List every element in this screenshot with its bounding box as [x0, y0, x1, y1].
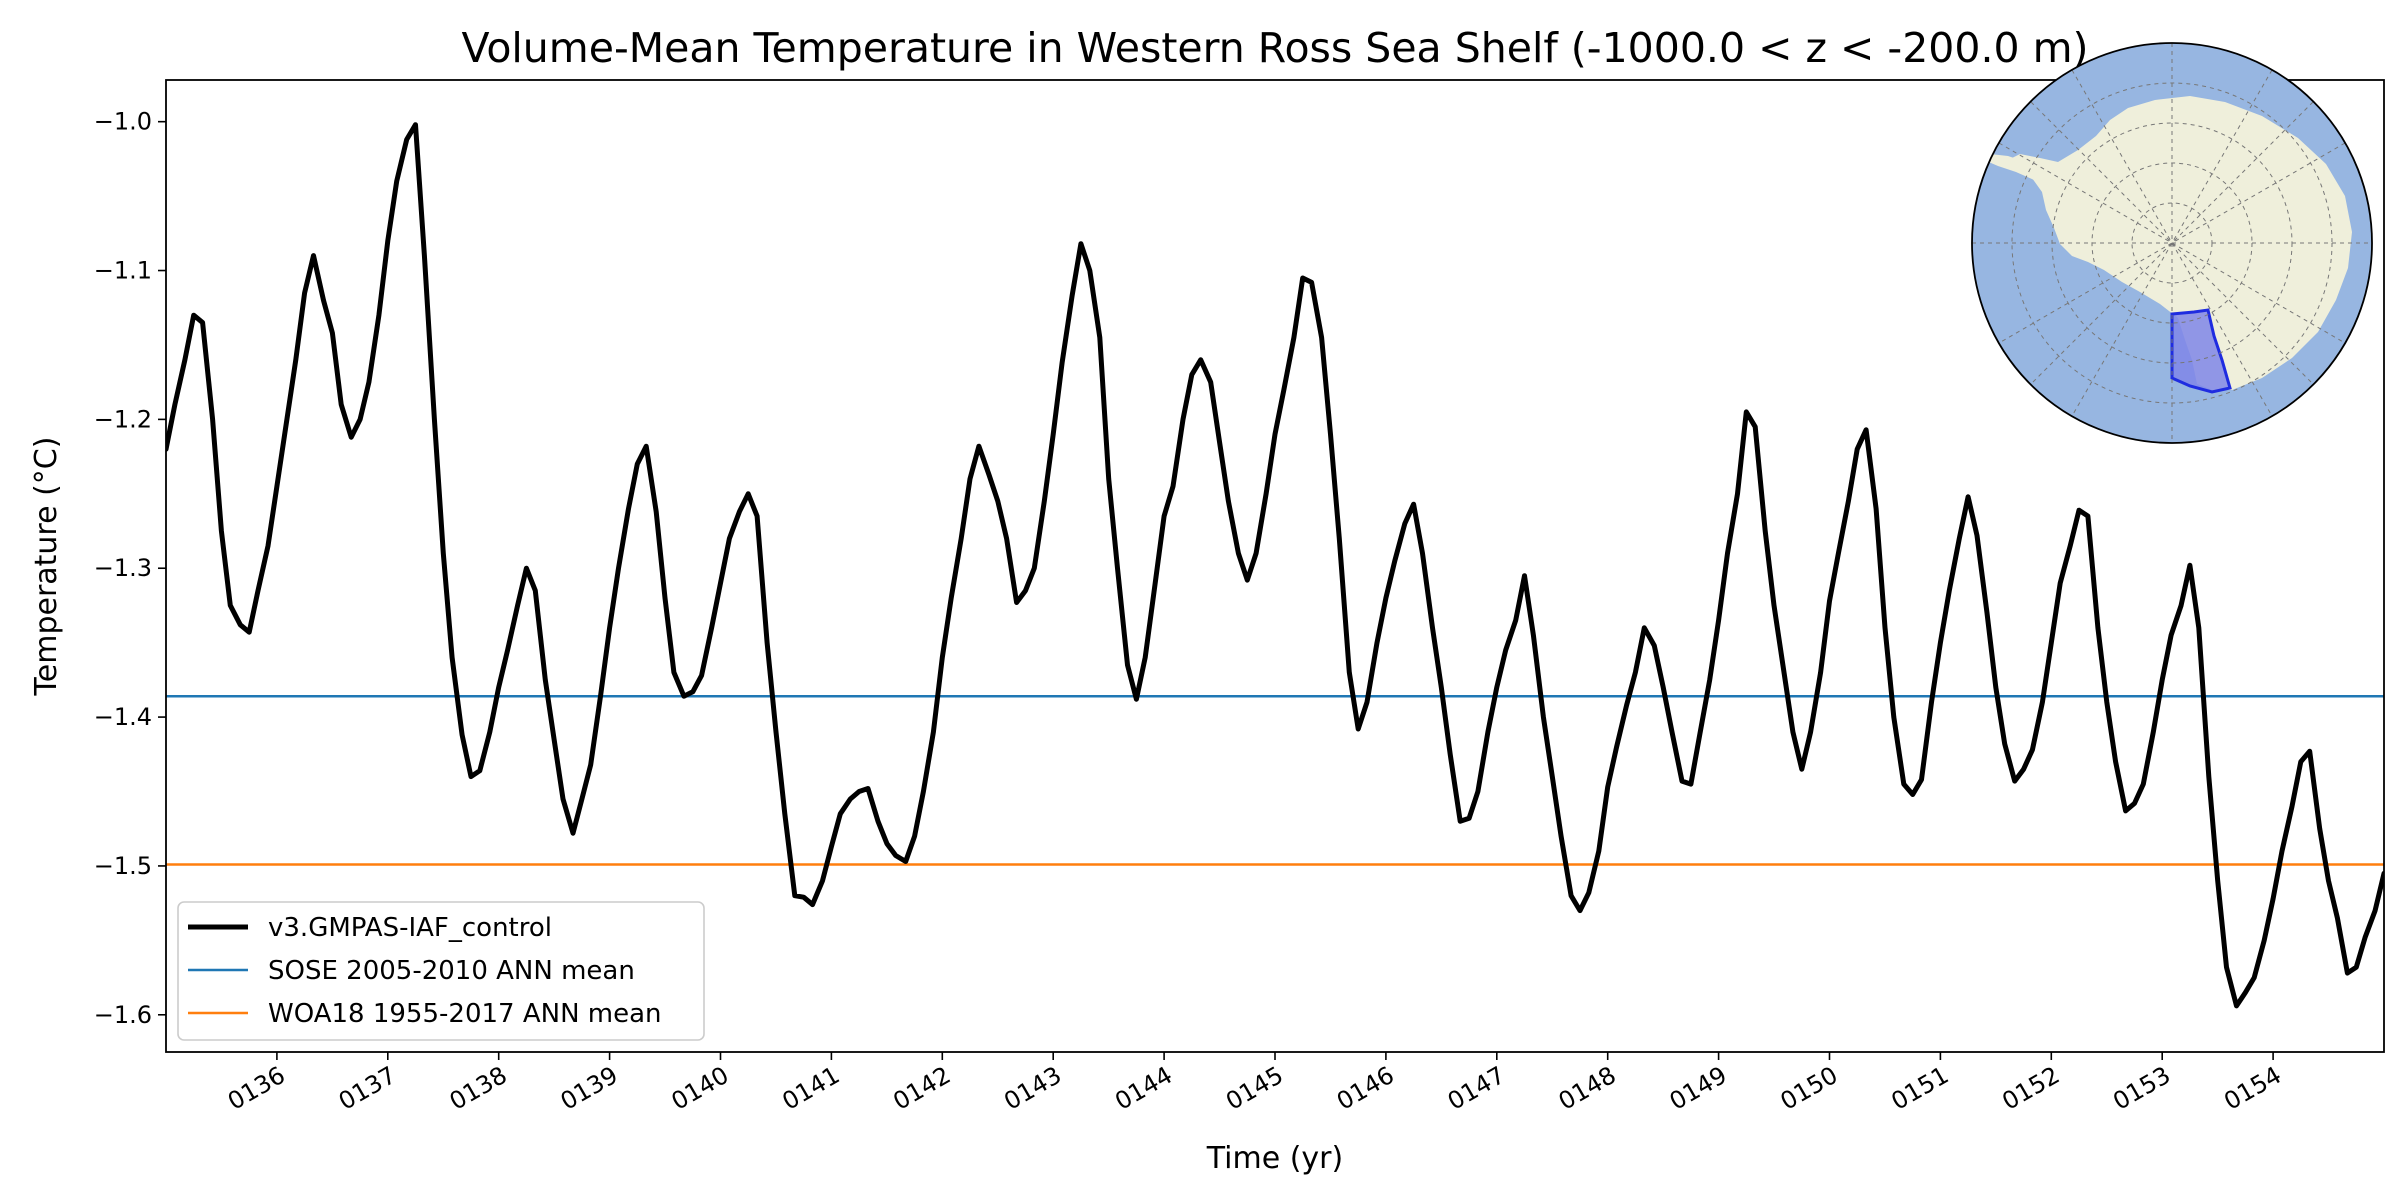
chart-title: Volume-Mean Temperature in Western Ross … — [461, 24, 2088, 72]
map-antarctic-peninsula — [1984, 154, 2040, 180]
y-tick-label: −1.2 — [94, 405, 152, 433]
legend-label-control-run: v3.GMPAS-IAF_control — [268, 913, 552, 943]
map-ross-sea-region — [2170, 308, 2232, 394]
legend: v3.GMPAS-IAF_control SOSE 2005-2010 ANN … — [177, 901, 705, 1041]
axes-frame — [165, 79, 2385, 1053]
inset-antarctica-map — [1971, 42, 2373, 444]
y-tick-label: −1.0 — [94, 108, 152, 136]
y-tick-label: −1.5 — [94, 852, 152, 880]
y-tick-label: −1.3 — [94, 554, 152, 582]
y-tick-label: −1.6 — [94, 1001, 152, 1029]
x-axis-label: Time (yr) — [1206, 1141, 1343, 1176]
plot-area — [166, 122, 2384, 1009]
control-run-line — [166, 122, 2384, 1009]
y-tick-label: −1.1 — [94, 257, 152, 285]
map-gridlines — [1972, 43, 2372, 443]
map-border — [1971, 42, 2373, 444]
y-axis-label: Temperature (°C) — [29, 437, 64, 697]
y-axis-ticks: −1.6 −1.5 −1.4 −1.3 −1.2 −1.1 −1.0 — [94, 108, 166, 1029]
y-tick-label: −1.4 — [94, 703, 152, 731]
legend-label-sose: SOSE 2005-2010 ANN mean — [268, 956, 635, 986]
legend-label-woa18: WOA18 1955-2017 ANN mean — [268, 999, 662, 1029]
legend-box — [177, 901, 705, 1041]
